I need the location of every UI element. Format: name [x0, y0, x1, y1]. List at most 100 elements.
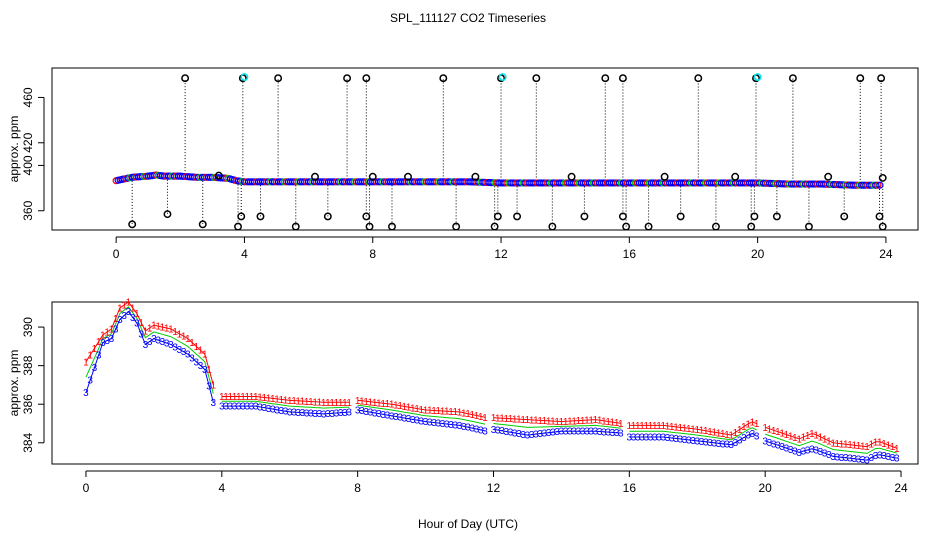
series-3-marker: 3 [474, 425, 480, 436]
series-3-marker: 3 [711, 438, 717, 449]
series-1-marker: 1 [469, 410, 475, 421]
series-1-marker: 1 [304, 397, 310, 408]
series-3-marker: 3 [813, 445, 819, 456]
series-3-marker: 3 [724, 440, 730, 451]
low-point [878, 222, 887, 231]
series-3-marker: 3 [393, 412, 399, 423]
series-1-marker: 1 [792, 433, 798, 444]
series-3-marker: 3 [355, 406, 361, 417]
series-1-marker: 1 [588, 415, 594, 426]
series-1-marker: 1 [236, 392, 242, 403]
series-1-marker: 1 [847, 440, 853, 451]
series-1-marker: 1 [126, 298, 132, 309]
bottom-x-tick-label: 16 [623, 481, 637, 495]
series-1-marker: 1 [801, 433, 807, 444]
series-1-marker: 1 [96, 337, 102, 348]
series-1-marker: 1 [860, 442, 866, 453]
series-1-marker: 1 [724, 430, 730, 441]
series-3-marker: 3 [864, 456, 870, 467]
series-1-marker: 1 [257, 392, 263, 403]
series-1-marker: 1 [474, 411, 480, 422]
series-1-marker: 1 [121, 300, 127, 311]
low-point [198, 220, 207, 229]
series-3-marker: 3 [448, 420, 454, 431]
series-3-marker: 3 [826, 450, 832, 461]
series-3-marker: 3 [104, 336, 110, 347]
top-panel-points [112, 73, 887, 231]
series-3-marker: 3 [257, 402, 263, 413]
series-3-marker: 3 [796, 448, 802, 459]
high-spike-point [274, 74, 283, 83]
series-3-marker: 3 [291, 408, 297, 419]
series-3-marker: 3 [334, 408, 340, 419]
series-1-marker: 1 [117, 303, 123, 314]
series-3-marker: 3 [491, 425, 497, 436]
bottom-panel-y-axis: 384 386 388 390 [21, 317, 45, 453]
top-panel-spikes [131, 78, 884, 227]
top-x-tick-label: 12 [494, 247, 508, 261]
series-1-marker: 1 [856, 441, 862, 452]
series-1-marker: 1 [644, 421, 650, 432]
series-3-marker: 3 [682, 435, 688, 446]
low-point [548, 222, 557, 231]
series-1-marker: 1 [181, 332, 187, 343]
series-3-marker: 3 [325, 409, 331, 420]
series-1-marker: 1 [249, 392, 255, 403]
series-1-marker: 1 [270, 394, 276, 405]
series-1-marker: 1 [147, 324, 153, 335]
series-1-marker: 1 [843, 440, 849, 451]
series-3-marker: 3 [372, 408, 378, 419]
top-y-tick-label: 360 [21, 200, 35, 220]
series-3-marker: 3 [402, 413, 408, 424]
series-3-marker: 3 [308, 409, 314, 420]
bottom-panel-y-label: approx. ppm [7, 350, 21, 417]
series-3-marker: 3 [266, 404, 272, 415]
series-1-marker: 1 [478, 412, 484, 423]
series-1-marker: 1 [308, 397, 314, 408]
series-3-marker: 3 [601, 427, 607, 438]
low-point [644, 222, 653, 231]
series-1-marker: 1 [779, 429, 785, 440]
series-1-marker: 1 [873, 437, 879, 448]
baseline-point [876, 181, 884, 189]
series-1-marker: 1 [737, 425, 743, 436]
series-1-marker: 1 [329, 398, 335, 409]
bottom-x-tick-label: 20 [758, 481, 772, 495]
series-3-marker: 3 [677, 434, 683, 445]
series-1-marker: 1 [346, 398, 352, 409]
series-3-marker: 3 [181, 347, 187, 358]
high-spike-point [532, 74, 541, 83]
cyan-marker [753, 73, 762, 82]
series-1-marker: 1 [177, 329, 183, 340]
series-1-marker: 1 [372, 398, 378, 409]
series-1-marker: 1 [325, 398, 331, 409]
series-1-marker: 1 [584, 416, 590, 427]
series-1-marker: 1 [563, 417, 569, 428]
series-3-marker: 3 [627, 433, 633, 444]
series-1-marker: 1 [228, 392, 234, 403]
series-1-marker: 1 [194, 342, 200, 353]
series-3-marker: 3 [317, 409, 323, 420]
low-point [750, 212, 759, 221]
low-point [365, 222, 374, 231]
series-1-marker: 1 [597, 416, 603, 427]
series-1-marker: 1 [716, 428, 722, 439]
series-1-marker: 1 [767, 424, 773, 435]
series-3-marker: 3 [312, 409, 318, 420]
series-3-marker: 3 [801, 447, 807, 458]
bottom-y-tick-label: 384 [21, 432, 35, 452]
series-3-marker: 3 [185, 350, 191, 361]
series-1-marker: 1 [639, 421, 645, 432]
series-3-marker: 3 [244, 402, 250, 413]
series-3-marker: 3 [690, 436, 696, 447]
series-1-marker: 1 [822, 434, 828, 445]
series-1-marker: 1 [669, 422, 675, 433]
series-3-marker: 3 [482, 426, 488, 437]
series-3-marker: 3 [126, 307, 132, 318]
series-3-marker: 3 [869, 453, 875, 464]
series-3-marker: 3 [419, 416, 425, 427]
series-1-marker: 1 [87, 351, 93, 362]
series-3-marker: 3 [716, 439, 722, 450]
series-3-marker: 3 [631, 433, 637, 444]
